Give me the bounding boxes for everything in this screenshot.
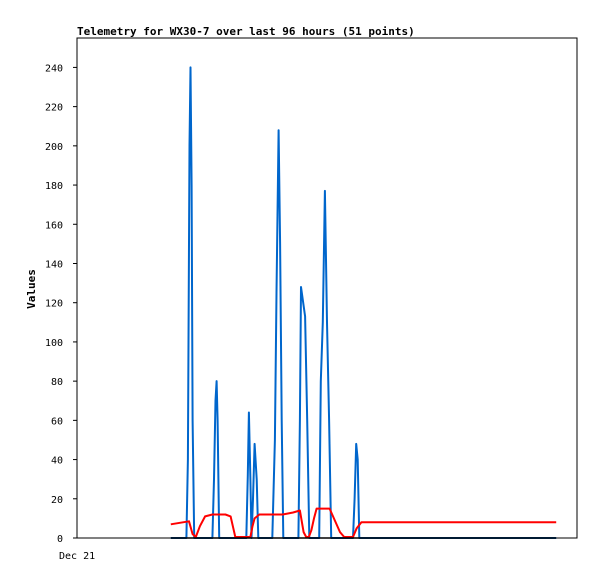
y-tick-label: 100 [45,338,63,349]
chart-title: Telemetry for WX30-7 over last 96 hours … [77,25,415,38]
y-tick-label: 80 [51,377,63,388]
y-tick-label: 240 [45,63,63,74]
y-tick-label: 20 [51,495,63,506]
y-tick-label: 60 [51,416,63,427]
y-tick-label: 180 [45,181,63,192]
series-layer [170,66,557,539]
y-tick-label: 40 [51,456,63,467]
y-tick-label: 0 [57,534,63,545]
y-tick-label: 140 [45,259,63,270]
y-axis-label: Values [25,269,38,309]
y-axis-ticks: 0 20 40 60 80 100 120 140 160 180 200 220 240 [45,63,77,545]
y-tick-label: 200 [45,142,63,153]
y-tick-label: 220 [45,103,63,114]
x-tick-label: Dec 21 [59,551,95,562]
y-tick-label: 120 [45,299,63,310]
y-tick-label: 160 [45,220,63,231]
series-line-2 [170,507,557,538]
